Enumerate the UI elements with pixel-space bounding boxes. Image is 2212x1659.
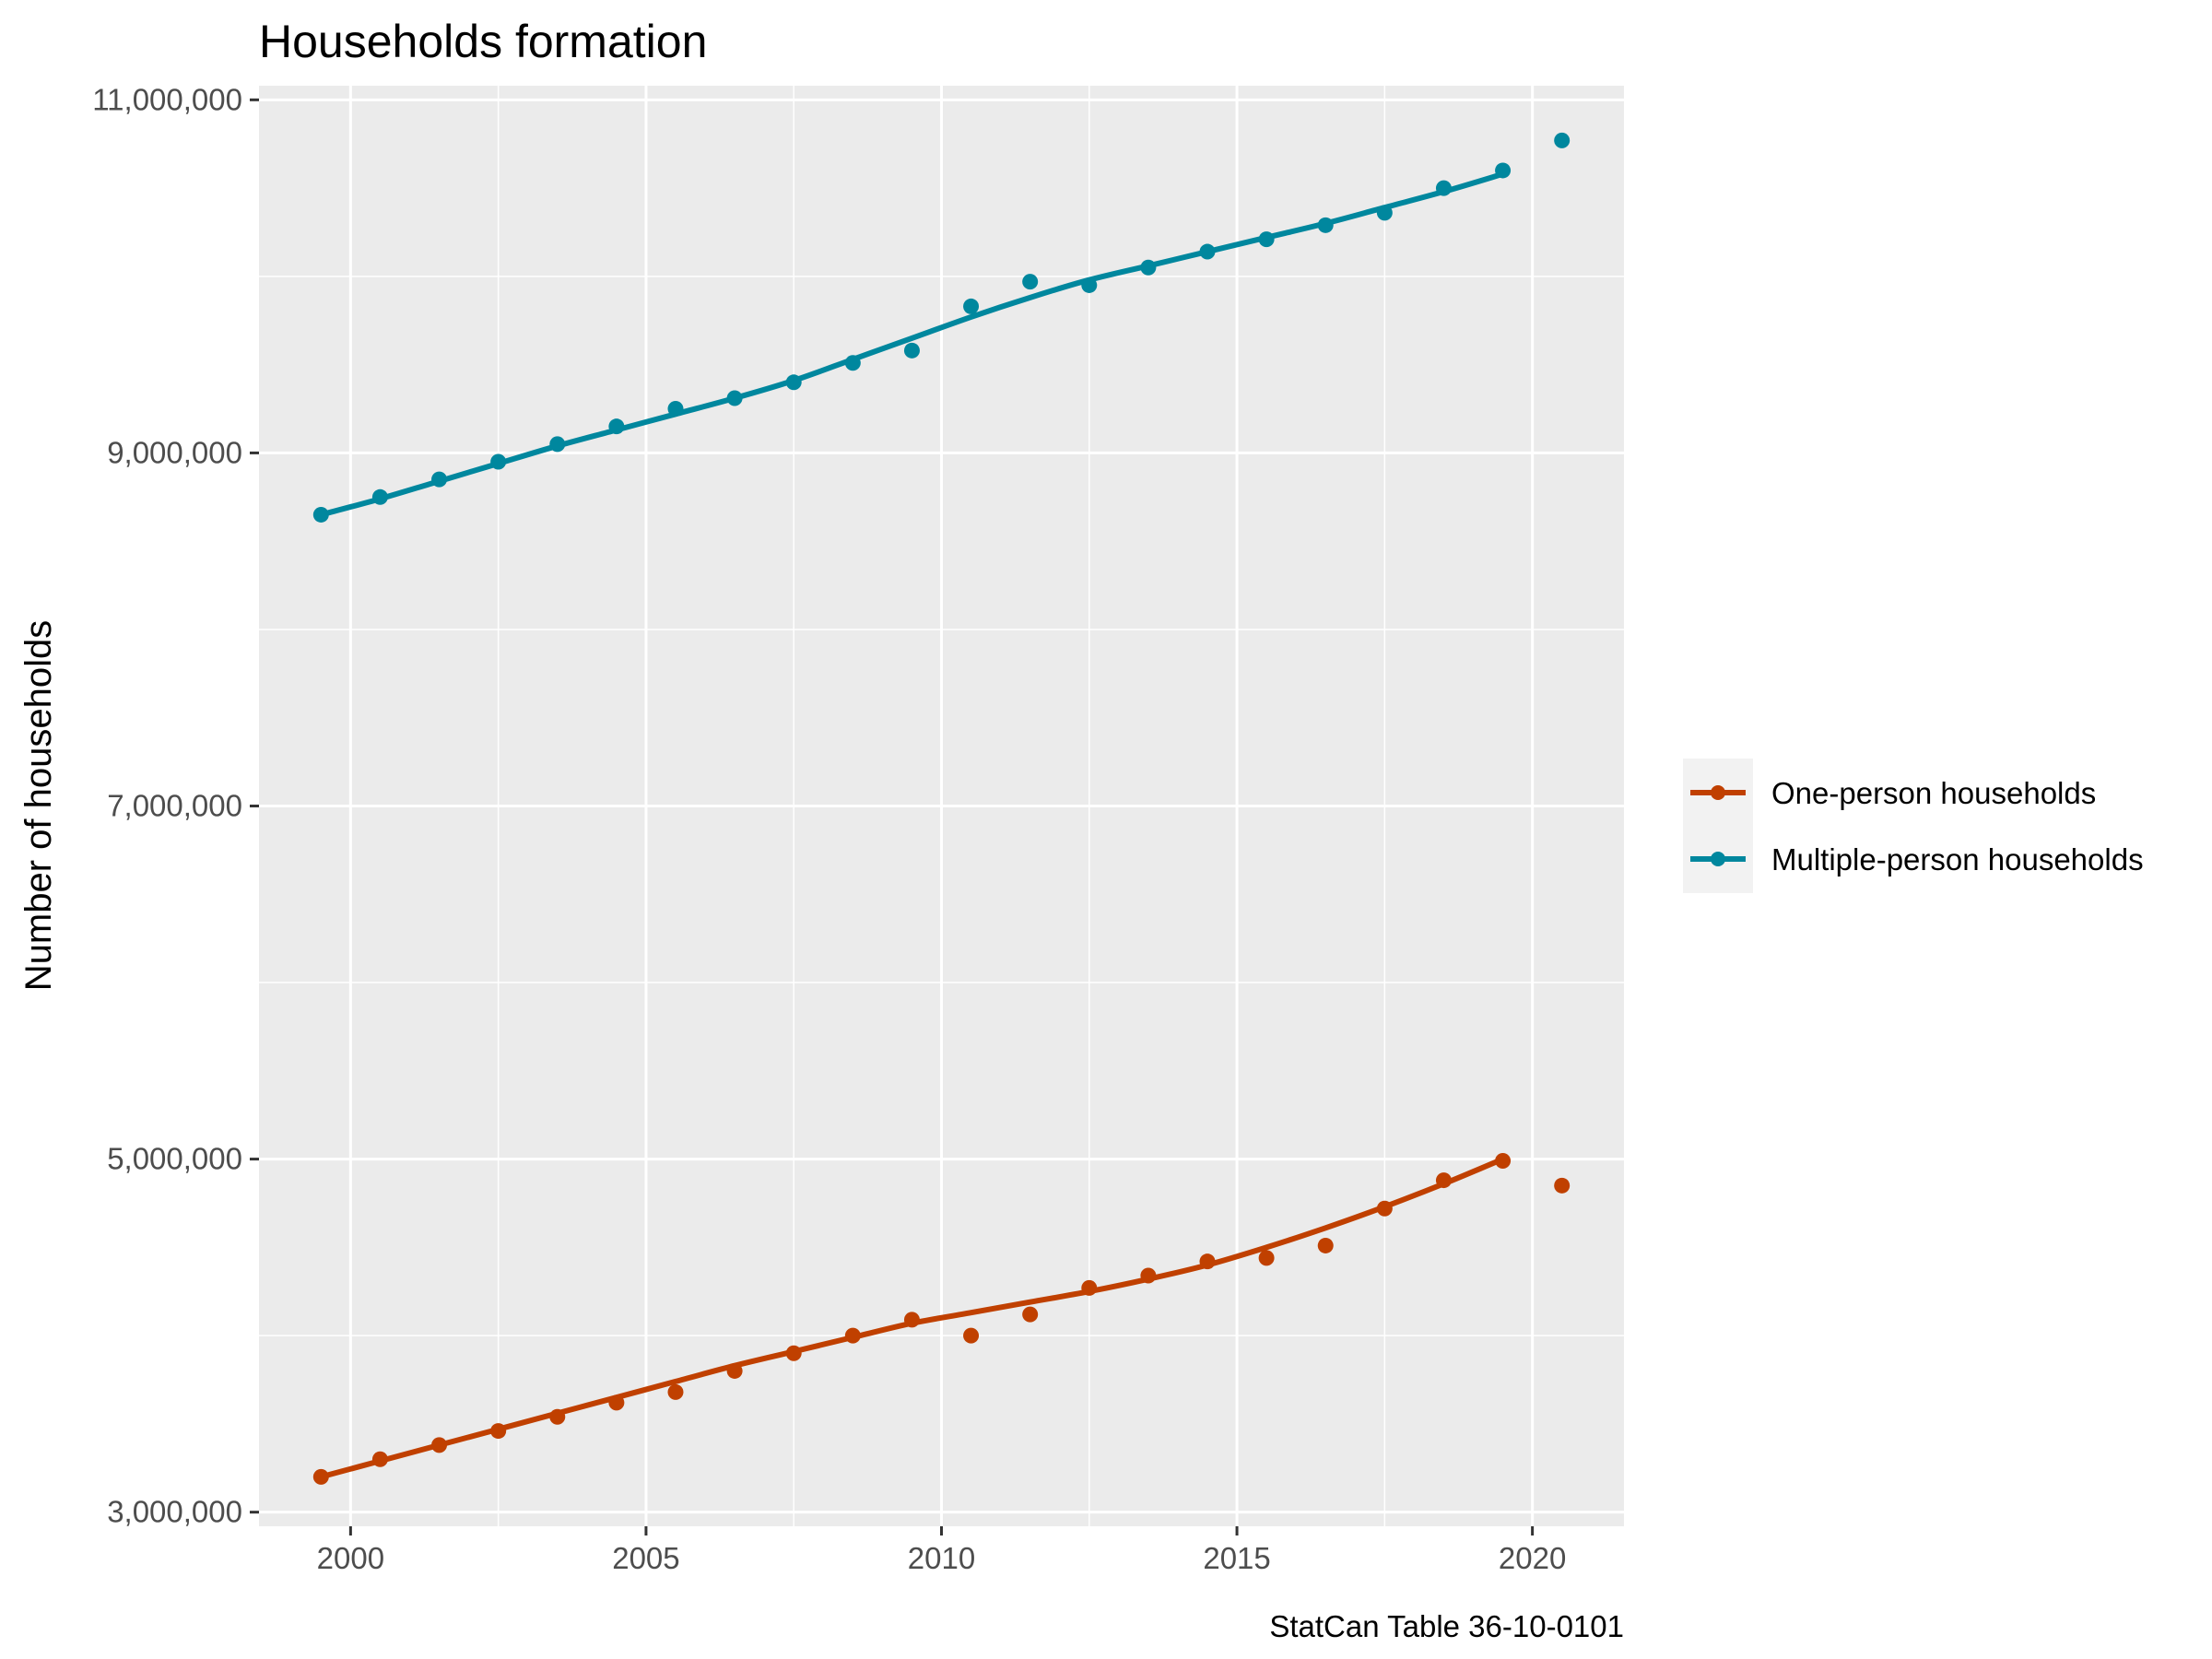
x-tick-label: 2015 bbox=[1203, 1541, 1270, 1575]
data-point-series-0 bbox=[549, 1408, 566, 1425]
data-point-series-1 bbox=[785, 374, 802, 391]
series-line-1 bbox=[318, 171, 1506, 518]
x-tick-label: 2005 bbox=[612, 1541, 679, 1575]
data-point-series-1 bbox=[844, 355, 861, 371]
legend-label-multiple-person: Multiple-person households bbox=[1771, 842, 2144, 877]
data-point-series-1 bbox=[1317, 217, 1334, 233]
data-point-series-0 bbox=[844, 1327, 861, 1344]
data-point-series-0 bbox=[1022, 1306, 1039, 1323]
legend-item-multiple-person: Multiple-person households bbox=[1690, 842, 2144, 877]
y-tick-label: 11,000,000 bbox=[92, 82, 242, 116]
y-tick-label: 7,000,000 bbox=[107, 789, 242, 823]
data-point-series-1 bbox=[1081, 276, 1098, 293]
legend: One-person households Multiple-person ho… bbox=[1683, 759, 2144, 893]
data-point-series-1 bbox=[1199, 243, 1216, 260]
data-point-series-1 bbox=[431, 471, 448, 488]
data-point-series-1 bbox=[1554, 132, 1571, 148]
data-point-series-0 bbox=[1140, 1267, 1157, 1284]
data-point-series-1 bbox=[312, 506, 329, 523]
y-tick-label: 9,000,000 bbox=[107, 435, 242, 469]
y-axis: 3,000,000 5,000,000 7,000,000 9,000,000 11,0… bbox=[92, 82, 259, 1529]
data-point-series-1 bbox=[608, 418, 625, 435]
data-point-series-1 bbox=[1022, 274, 1039, 290]
data-point-series-0 bbox=[1435, 1172, 1452, 1189]
data-point-series-0 bbox=[431, 1437, 448, 1453]
x-tick-label: 2010 bbox=[908, 1541, 975, 1575]
legend-key-point bbox=[1711, 785, 1725, 800]
x-tick-label: 2000 bbox=[317, 1541, 384, 1575]
data-point-series-0 bbox=[903, 1312, 920, 1328]
legend-key-background bbox=[1683, 759, 1753, 893]
legend-item-one-person: One-person households bbox=[1690, 776, 2096, 810]
data-point-series-1 bbox=[667, 401, 684, 418]
data-point-series-1 bbox=[903, 342, 920, 359]
y-axis-title: Number of households bbox=[18, 620, 59, 991]
data-point-series-1 bbox=[1495, 162, 1512, 179]
x-tick-label: 2020 bbox=[1499, 1541, 1566, 1575]
data-point-series-1 bbox=[1435, 180, 1452, 196]
data-point-series-1 bbox=[549, 436, 566, 453]
data-point-series-0 bbox=[726, 1362, 743, 1379]
data-point-series-0 bbox=[1081, 1279, 1098, 1296]
y-tick-label: 3,000,000 bbox=[107, 1495, 242, 1529]
x-axis: 2000 2005 2010 2015 2020 bbox=[317, 1526, 1566, 1575]
legend-key-point bbox=[1711, 852, 1725, 866]
data-point-series-1 bbox=[726, 390, 743, 406]
data-point-series-0 bbox=[1495, 1153, 1512, 1170]
data-point-series-0 bbox=[1376, 1200, 1393, 1217]
major-gridlines bbox=[259, 86, 1624, 1526]
data-point-series-0 bbox=[371, 1451, 388, 1467]
chart-caption: StatCan Table 36-10-0101 bbox=[1269, 1609, 1624, 1643]
data-point-series-0 bbox=[667, 1383, 684, 1400]
data-point-series-1 bbox=[1140, 259, 1157, 276]
data-point-series-1 bbox=[1376, 205, 1393, 221]
data-points bbox=[312, 132, 1571, 1485]
data-point-series-0 bbox=[963, 1327, 980, 1344]
data-point-series-0 bbox=[490, 1423, 507, 1440]
data-point-series-0 bbox=[608, 1394, 625, 1411]
legend-label-one-person: One-person households bbox=[1771, 776, 2096, 810]
data-point-series-0 bbox=[1199, 1253, 1216, 1270]
data-point-series-1 bbox=[371, 488, 388, 505]
data-point-series-0 bbox=[1258, 1250, 1275, 1266]
chart-title: Households formation bbox=[259, 16, 707, 67]
y-tick-label: 5,000,000 bbox=[107, 1142, 242, 1176]
data-point-series-0 bbox=[1554, 1177, 1571, 1194]
data-point-series-1 bbox=[1258, 231, 1275, 248]
data-point-series-0 bbox=[785, 1345, 802, 1361]
data-point-series-0 bbox=[1317, 1237, 1334, 1253]
data-point-series-1 bbox=[963, 298, 980, 314]
data-point-series-0 bbox=[312, 1468, 329, 1485]
data-point-series-1 bbox=[490, 453, 507, 470]
